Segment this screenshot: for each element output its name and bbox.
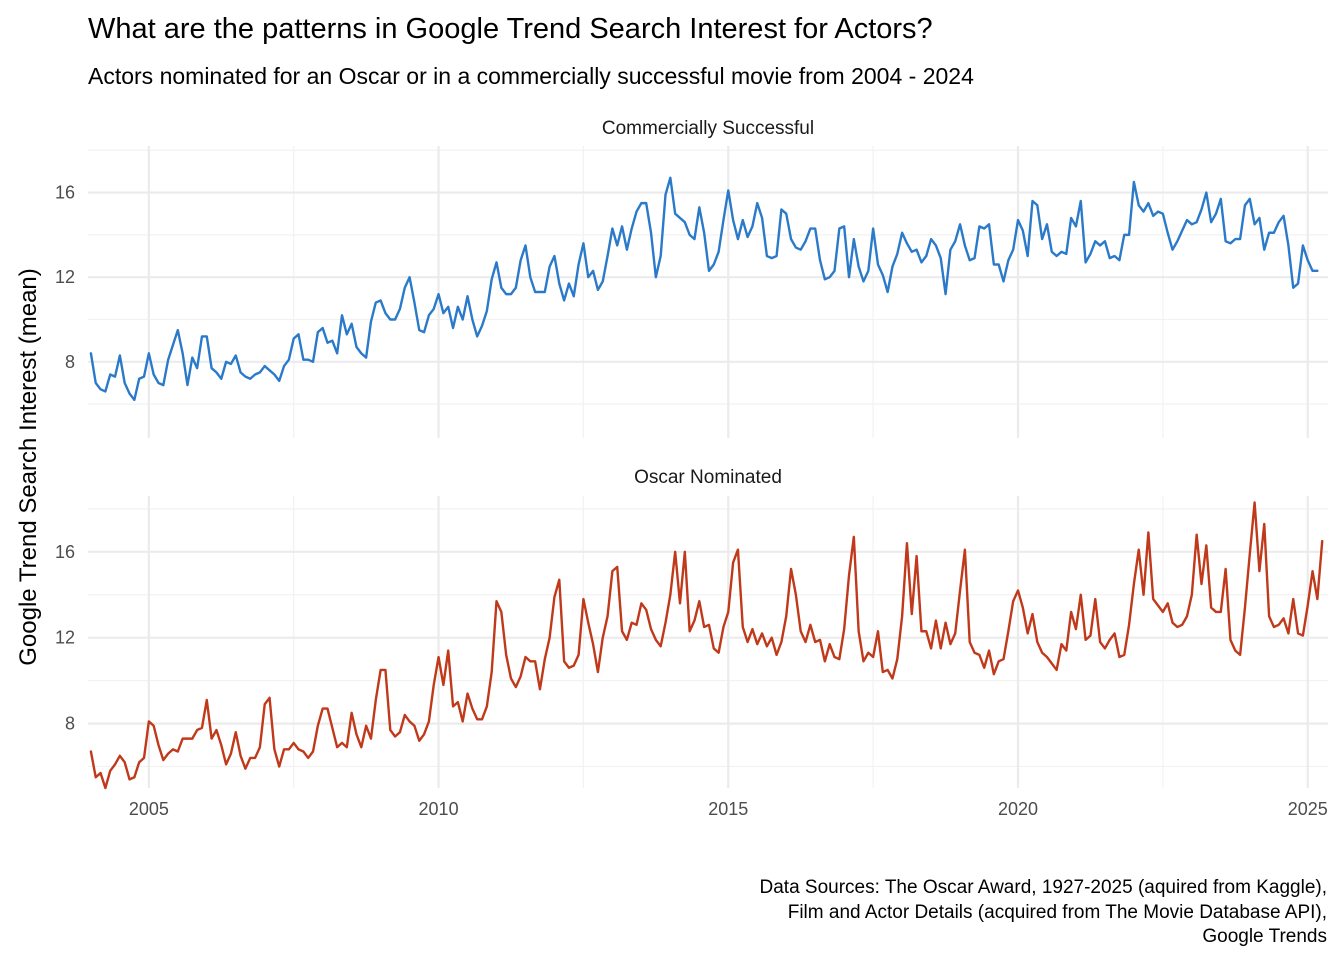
panel-strip-label: Commercially Successful	[602, 118, 814, 139]
chart-title: What are the patterns in Google Trend Se…	[88, 13, 933, 45]
y-tick-label: 12	[55, 628, 75, 648]
x-tick-label: 2005	[129, 799, 169, 819]
x-tick-label: 2025	[1288, 799, 1328, 819]
panel-1: Commercially Successful 8 12 16	[55, 118, 1328, 438]
caption-line-1: Data Sources: The Oscar Award, 1927-2025…	[760, 877, 1328, 898]
y-tick-label: 8	[65, 352, 75, 372]
x-tick-label: 2010	[419, 799, 459, 819]
y-tick-label: 8	[65, 714, 75, 734]
y-tick-label: 16	[55, 183, 75, 203]
panel-2: Oscar Nominated 8 12 16	[55, 467, 1328, 790]
chart-subtitle: Actors nominated for an Oscar or in a co…	[88, 63, 974, 89]
x-tick-label: 2020	[998, 799, 1038, 819]
caption-line-2: Film and Actor Details (acquired from Th…	[788, 902, 1327, 923]
x-axis: 2005 2010 2015 2020 2025	[129, 799, 1328, 819]
panel-strip-label: Oscar Nominated	[634, 467, 782, 488]
y-tick-label: 12	[55, 267, 75, 287]
series-line	[89, 176, 1319, 402]
series-line	[89, 501, 1324, 790]
y-tick-label: 16	[55, 542, 75, 562]
y-axis-label: Google Trend Search Interest (mean)	[15, 268, 42, 666]
x-tick-label: 2015	[708, 799, 748, 819]
caption-line-3: Google Trends	[1202, 926, 1327, 947]
